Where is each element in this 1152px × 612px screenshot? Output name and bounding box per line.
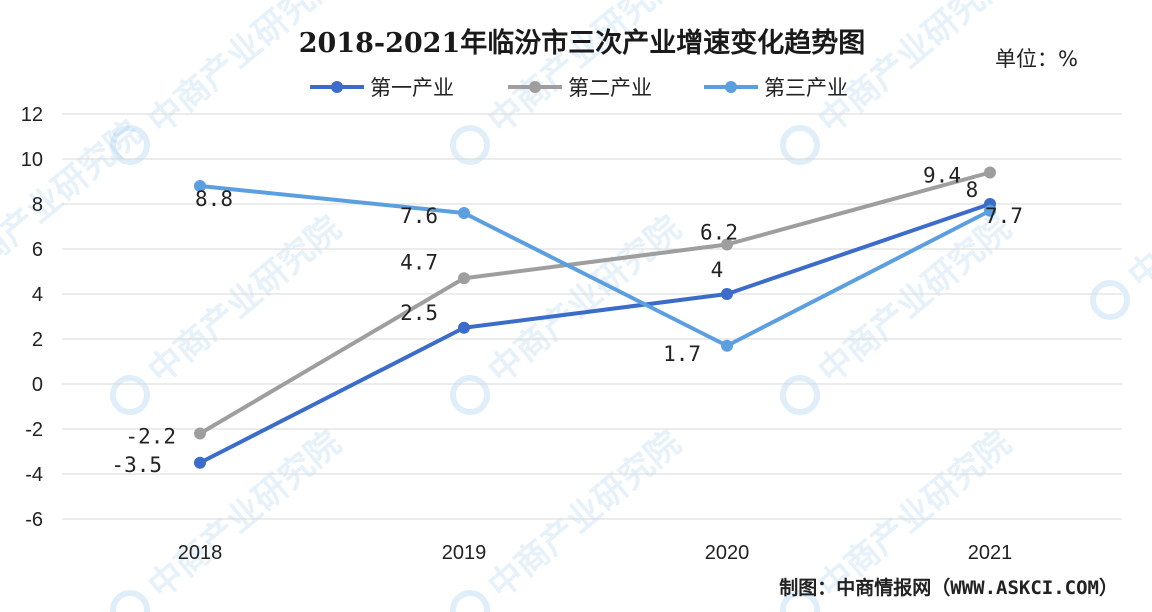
data-label: 8	[966, 178, 979, 202]
legend-label-series-2: 第二产业	[568, 76, 652, 100]
watermark-text: 中商产业研究院	[141, 0, 349, 142]
y-tick-label: -2	[25, 419, 43, 441]
series-line	[198, 170, 991, 436]
data-point	[458, 207, 470, 219]
data-point	[721, 288, 733, 300]
data-labels: -3.5 2.5 4 8 -2.2 4.7 6.2 9.4 8.8 7.6 1.7 7.7	[111, 164, 1023, 477]
watermark-item: 中商产业研究院	[110, 423, 349, 612]
data-label: 9.4	[923, 164, 961, 188]
data-label: 1.7	[663, 342, 701, 366]
series-3	[194, 180, 996, 352]
y-tick-label: 4	[32, 284, 43, 306]
legend-item-series-3: 第三产业	[704, 76, 848, 100]
askci-logo-icon	[110, 375, 150, 415]
askci-logo-icon	[1090, 280, 1130, 320]
series-line	[199, 202, 991, 465]
series-2	[194, 166, 996, 440]
data-label: 4	[711, 258, 724, 282]
data-point	[984, 204, 996, 217]
data-point	[194, 180, 206, 192]
legend-item-series-1: 第一产业	[310, 76, 454, 100]
watermark-item: 中商产业研究院	[450, 0, 689, 165]
watermark-text: 中商产业研究院	[481, 0, 689, 142]
askci-logo-icon	[780, 375, 820, 415]
askci-logo-icon	[450, 375, 490, 415]
data-label: -2.2	[125, 425, 176, 449]
source-credit: 制图：中商情报网（WWW.ASKCI.COM）	[779, 576, 1118, 599]
data-label: 7.7	[985, 204, 1023, 228]
y-tick-label: 12	[21, 104, 43, 126]
y-tick-label: 2	[32, 329, 43, 351]
watermark-text: 中商产业研究院	[811, 0, 1019, 142]
y-tick-label: 8	[32, 194, 43, 216]
data-point	[984, 166, 996, 179]
askci-logo-icon	[110, 590, 150, 612]
watermark-item: 中商产业研究院	[110, 208, 349, 415]
askci-logo-icon	[450, 125, 490, 165]
data-label: 6.2	[700, 221, 738, 245]
legend-marker-series-1	[331, 81, 343, 93]
legend: 第一产业 第二产业 第三产业	[310, 76, 848, 100]
data-point	[721, 339, 733, 352]
series-line	[199, 184, 991, 348]
data-point	[721, 238, 733, 251]
legend-marker-series-3	[725, 81, 737, 93]
data-label: 4.7	[400, 250, 438, 274]
y-tick-label: 10	[21, 149, 43, 171]
data-label: 2.5	[400, 301, 438, 325]
watermark-item: 中商产业研究院	[450, 423, 689, 612]
series-lines	[194, 166, 996, 469]
data-point	[458, 321, 470, 334]
watermark-text: 中商产业研究院	[0, 113, 149, 297]
y-tick-label: 0	[32, 374, 43, 396]
chart-title: 2018-2021年临汾市三次产业增速变化趋势图	[299, 27, 866, 59]
data-point	[194, 456, 206, 469]
data-point	[458, 272, 470, 285]
askci-logo-icon	[780, 125, 820, 165]
data-label: 8.8	[195, 187, 233, 211]
y-axis-ticks: 12 10 8 6 4 2 0 -2 -4 -6	[21, 104, 43, 531]
data-point	[194, 427, 206, 440]
askci-logo-icon	[110, 125, 150, 165]
x-tick-label: 2021	[968, 542, 1013, 564]
legend-marker-series-2	[529, 81, 541, 93]
y-tick-label: -4	[25, 464, 43, 486]
x-axis-ticks: 2018 2019 2020 2021	[178, 542, 1013, 564]
legend-item-series-2: 第二产业	[508, 76, 652, 100]
legend-label-series-3: 第三产业	[764, 76, 848, 100]
x-tick-label: 2019	[442, 542, 487, 564]
y-tick-label: 6	[32, 239, 43, 261]
legend-label-series-1: 第一产业	[370, 76, 454, 100]
x-tick-label: 2020	[705, 542, 750, 564]
y-tick-label: -6	[25, 509, 43, 531]
watermark-text: 中商产业研究院	[1121, 113, 1152, 297]
watermark-item: 中商产业研究院	[0, 113, 149, 297]
watermark-text: 中商产业研究院	[141, 423, 349, 607]
watermark-item: 中商产业研究院	[780, 208, 1019, 415]
askci-logo-icon	[780, 590, 820, 612]
watermark-item: 中商产业研究院	[1090, 113, 1152, 320]
data-label: -3.5	[111, 453, 162, 477]
x-tick-label: 2018	[178, 542, 223, 564]
gridlines	[62, 113, 1122, 520]
unit-label: 单位：%	[995, 47, 1078, 71]
askci-logo-icon	[450, 590, 490, 612]
data-label: 7.6	[400, 204, 438, 228]
watermark-text: 中商产业研究院	[481, 423, 689, 607]
watermark-text: 中商产业研究院	[811, 208, 1019, 392]
